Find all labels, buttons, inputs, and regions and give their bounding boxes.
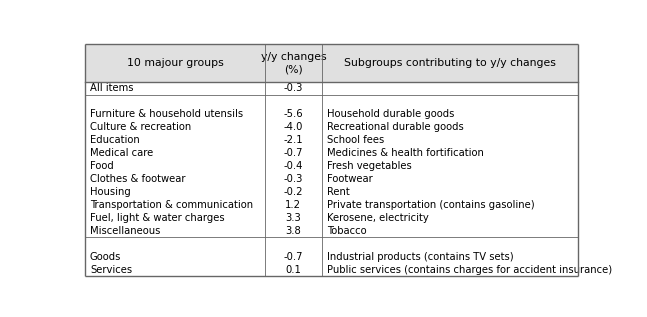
- Text: Furniture & household utensils: Furniture & household utensils: [90, 109, 243, 119]
- Text: Footwear: Footwear: [327, 174, 373, 184]
- Bar: [85, 44, 578, 82]
- Text: Medical care: Medical care: [90, 148, 153, 158]
- Text: Education: Education: [90, 135, 140, 145]
- Text: -0.3: -0.3: [283, 174, 303, 184]
- Text: Goods: Goods: [90, 252, 121, 262]
- Text: Rent: Rent: [327, 187, 349, 197]
- Text: 3.8: 3.8: [285, 226, 302, 236]
- Text: Medicines & health fortification: Medicines & health fortification: [327, 148, 483, 158]
- Text: -0.4: -0.4: [283, 161, 303, 171]
- Text: y/y changes
(%): y/y changes (%): [261, 52, 326, 74]
- Text: Public services (contains charges for accident insurance): Public services (contains charges for ac…: [327, 265, 612, 275]
- Text: Tobacco: Tobacco: [327, 226, 366, 236]
- Text: Miscellaneous: Miscellaneous: [90, 226, 160, 236]
- Text: -4.0: -4.0: [283, 122, 303, 132]
- Text: -0.2: -0.2: [283, 187, 303, 197]
- Text: -0.7: -0.7: [283, 252, 303, 262]
- Text: Clothes & footwear: Clothes & footwear: [90, 174, 186, 184]
- Text: Household durable goods: Household durable goods: [327, 109, 454, 119]
- Text: Subgroups contributing to y/y changes: Subgroups contributing to y/y changes: [344, 58, 556, 68]
- Text: Fresh vegetables: Fresh vegetables: [327, 161, 411, 171]
- Text: School fees: School fees: [327, 135, 384, 145]
- Text: -2.1: -2.1: [283, 135, 303, 145]
- Text: Private transportation (contains gasoline): Private transportation (contains gasolin…: [327, 200, 534, 210]
- Text: -0.7: -0.7: [283, 148, 303, 158]
- Text: Kerosene, electricity: Kerosene, electricity: [327, 213, 428, 223]
- Text: Culture & recreation: Culture & recreation: [90, 122, 191, 132]
- Text: Industrial products (contains TV sets): Industrial products (contains TV sets): [327, 252, 513, 262]
- Text: 1.2: 1.2: [285, 200, 302, 210]
- Text: 3.3: 3.3: [285, 213, 302, 223]
- Text: Recreational durable goods: Recreational durable goods: [327, 122, 463, 132]
- Text: 10 majour groups: 10 majour groups: [127, 58, 223, 68]
- Text: Services: Services: [90, 265, 132, 275]
- Text: Food: Food: [90, 161, 114, 171]
- Text: Housing: Housing: [90, 187, 131, 197]
- Text: Fuel, light & water charges: Fuel, light & water charges: [90, 213, 225, 223]
- Text: 0.1: 0.1: [285, 265, 302, 275]
- Text: Transportation & communication: Transportation & communication: [90, 200, 253, 210]
- Text: -0.3: -0.3: [283, 83, 303, 94]
- Text: All items: All items: [90, 83, 133, 94]
- Text: -5.6: -5.6: [283, 109, 303, 119]
